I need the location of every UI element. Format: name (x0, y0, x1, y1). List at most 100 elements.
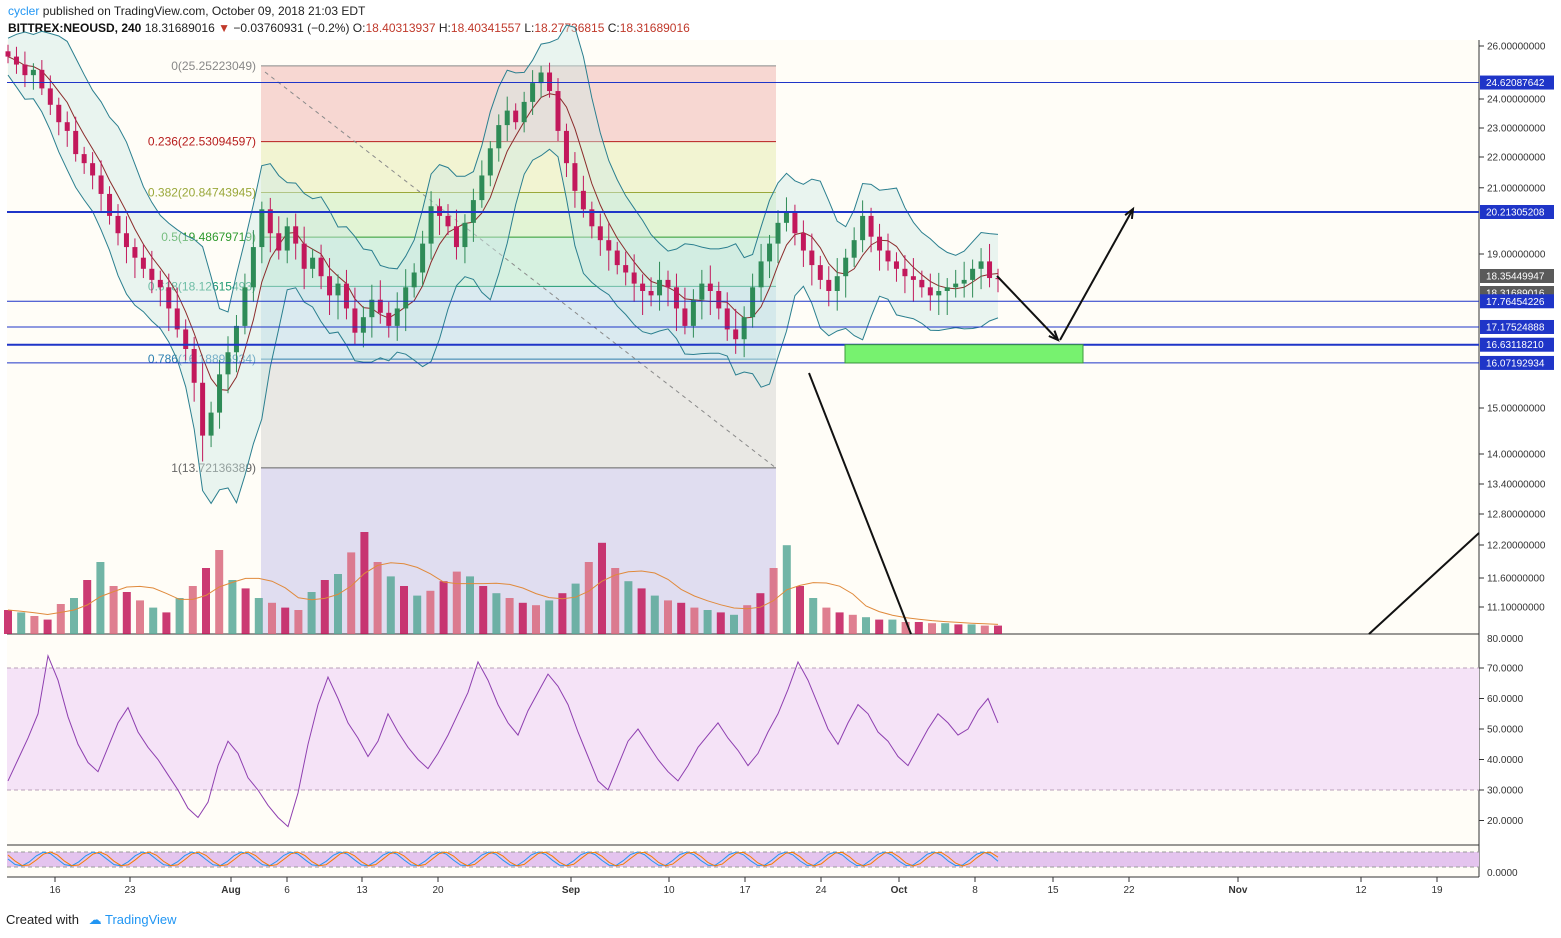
low-label: L: (524, 21, 535, 35)
volume-bar (967, 624, 976, 634)
volume-bar (96, 562, 105, 634)
fibonacci-retracement[interactable]: 0(25.25223049) 0.236(22.53094597) 0.382(20… (148, 59, 777, 634)
candle-body (310, 257, 316, 269)
candle-body (953, 283, 959, 288)
candle-body (521, 101, 527, 123)
volume-bar (888, 619, 897, 634)
stoch-k-line (7, 851, 999, 867)
stochastic-pane (7, 851, 1479, 868)
candle-body (970, 268, 976, 280)
time-tick-label: 15 (1047, 885, 1059, 896)
projection-arrow-up (1059, 208, 1134, 341)
volume-bar (914, 622, 923, 634)
candle-body (445, 215, 451, 227)
candle-body (5, 51, 11, 57)
price-tag-box (1480, 269, 1554, 283)
rsi-tick-label: 40.0000 (1487, 755, 1524, 766)
candle-body (462, 222, 468, 248)
candle-body (394, 308, 400, 326)
price-tag-label: 18.35449947 (1486, 272, 1545, 283)
volume-bar (650, 595, 659, 634)
candle-body (800, 233, 806, 251)
candle-body (293, 226, 299, 244)
candle-body (682, 308, 688, 326)
arrow-head (1048, 330, 1060, 342)
candle-body (267, 209, 273, 234)
fib-level-label: 1(13.72136389) (171, 461, 256, 475)
candle-body (860, 215, 866, 241)
sma-line (7, 56, 999, 391)
candle-body (149, 268, 155, 280)
candle-body (217, 374, 223, 413)
volume-bar (347, 552, 356, 634)
rsi-line (7, 654, 999, 828)
price-tag-box (1480, 355, 1554, 370)
candle-body (767, 243, 773, 262)
volume-bar (56, 604, 65, 634)
price-tick-label: 21.00000000 (1487, 183, 1546, 194)
volume-bar (637, 588, 646, 634)
volume-bar (268, 602, 276, 634)
candle-body (327, 276, 333, 296)
time-tick-label: Sep (562, 885, 580, 896)
price-axis[interactable]: 26.00000000 24.00000000 23.00000000 22.0000… (1479, 42, 1554, 880)
price-tag-box (1480, 337, 1554, 352)
close-label: C: (607, 21, 620, 35)
volume-bar (756, 593, 765, 634)
price-tick-label: 12.20000000 (1487, 541, 1546, 552)
volume-bar (30, 616, 39, 634)
candle-body (360, 317, 366, 333)
volume-bar (188, 586, 197, 634)
price-tag-box (1480, 319, 1554, 334)
candle-body (792, 212, 798, 234)
volume-bar (149, 607, 158, 634)
candle-body (98, 175, 104, 194)
time-tick-label: 12 (1355, 885, 1367, 896)
price-tag-box (1480, 294, 1554, 309)
volume-bar (479, 586, 488, 634)
rsi-tick-label: 50.0000 (1487, 725, 1524, 736)
volume-bar (875, 619, 884, 634)
volume-bars (4, 532, 1002, 634)
time-tick-label: 6 (284, 885, 290, 896)
candle-body (665, 279, 671, 288)
volume-bar (426, 590, 435, 634)
candle-body (140, 257, 146, 269)
price-tick-label: 23.00000000 (1487, 124, 1546, 135)
horizontal-levels[interactable] (7, 82, 1479, 364)
candle-body (648, 291, 654, 296)
candle-body (301, 243, 307, 269)
volume-bar (862, 617, 870, 634)
candle-body (707, 283, 713, 291)
volume-bar (281, 607, 290, 634)
trend-drawings[interactable] (808, 206, 1480, 635)
time-axis[interactable]: 16 23 Aug 6 13 20 Sep 10 17 24 Oct 8 15 22 Nov 12 19 (49, 877, 1443, 896)
rsi-tick-label: 70.0000 (1487, 664, 1524, 675)
volume-bar (215, 550, 224, 634)
fib-trend-line (264, 71, 777, 469)
time-tick-label: Aug (221, 885, 240, 896)
cloud-icon: ☁ (88, 912, 102, 927)
target-zone[interactable] (844, 344, 1084, 364)
tradingview-logo-link[interactable]: ☁ TradingView (89, 912, 177, 927)
price-tick-label: 11.10000000 (1487, 603, 1545, 614)
stoch-axis-label: 0.0000 (1487, 868, 1518, 879)
author-link[interactable]: cycler (8, 4, 40, 18)
candle-body (690, 299, 696, 326)
candle-body (733, 329, 739, 340)
candle-body (673, 287, 679, 309)
candle-body (39, 69, 45, 89)
volume-bar (373, 562, 382, 634)
candle-body (428, 206, 434, 244)
volume-bar (228, 580, 237, 634)
volume-bar (730, 614, 738, 634)
volume-bar (532, 605, 540, 634)
volume-bar (386, 576, 395, 634)
time-tick-label: 22 (1123, 885, 1135, 896)
volume-bar (664, 600, 672, 634)
candle-body (927, 287, 933, 296)
volume-bar (835, 612, 844, 634)
candle-body (352, 308, 358, 333)
volume-bar (571, 583, 580, 634)
